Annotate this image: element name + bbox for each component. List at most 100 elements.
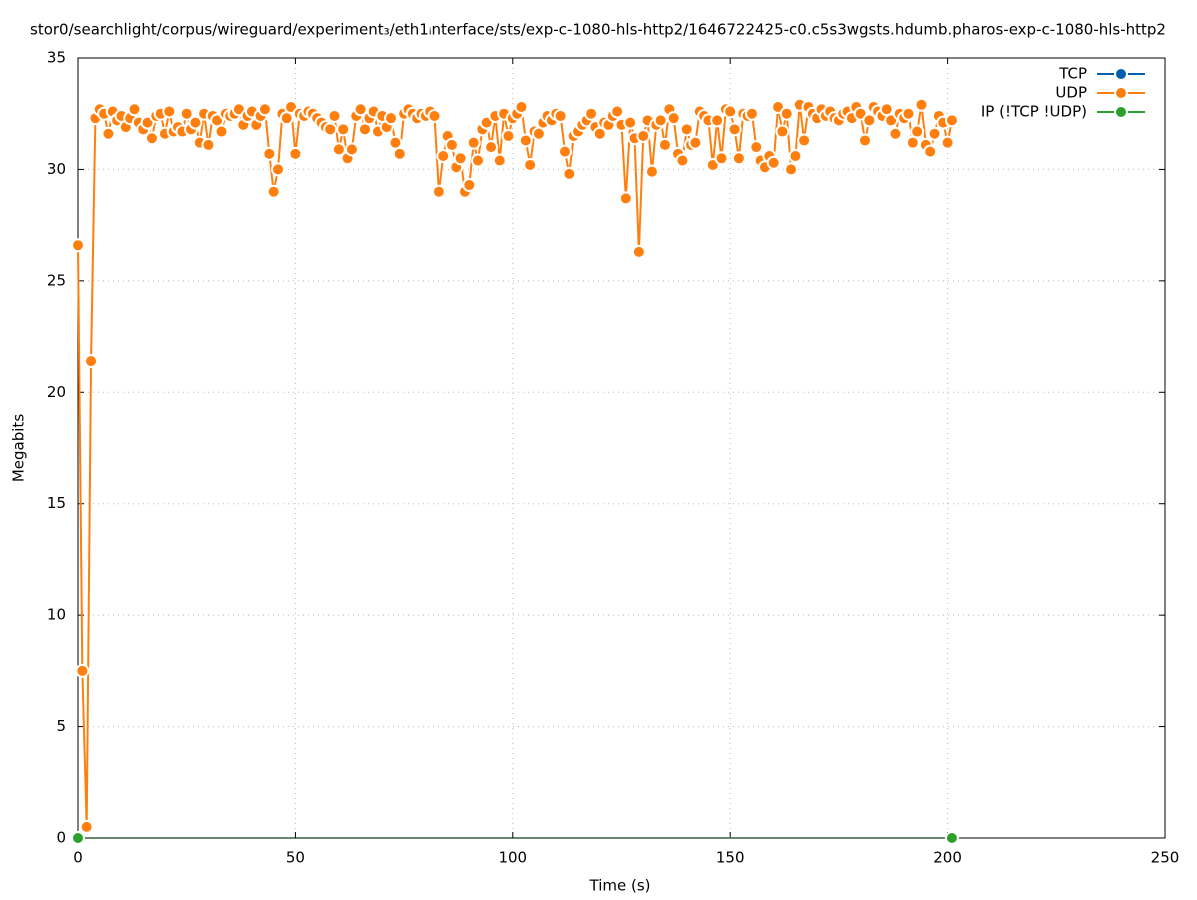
data-point — [384, 111, 399, 126]
data-point — [797, 133, 812, 148]
data-point — [923, 144, 938, 159]
data-point — [444, 137, 459, 152]
x-axis-label: Time (s) — [589, 877, 651, 895]
data-point — [327, 108, 342, 123]
data-point — [644, 164, 659, 179]
data-point — [901, 106, 916, 121]
data-point — [618, 191, 633, 206]
data-point — [727, 122, 742, 137]
data-point — [514, 100, 529, 115]
data-point — [679, 122, 694, 137]
data-point — [466, 135, 481, 150]
data-point — [484, 140, 499, 155]
y-tick-label: 30 — [47, 160, 66, 178]
y-tick-label: 5 — [56, 717, 66, 735]
data-point — [188, 115, 203, 130]
legend-label: TCP — [1058, 65, 1087, 83]
legend-label: IP (!TCP !UDP) — [981, 103, 1087, 121]
data-point — [857, 133, 872, 148]
data-point — [71, 238, 85, 253]
data-point — [940, 135, 955, 150]
legend-marker — [1114, 86, 1128, 100]
data-point — [471, 153, 486, 168]
data-point — [723, 104, 738, 119]
data-point — [675, 153, 690, 168]
data-point — [653, 113, 668, 128]
data-point — [257, 102, 272, 117]
data-point — [914, 97, 929, 112]
data-point — [492, 153, 507, 168]
x-tick-label: 50 — [286, 849, 305, 867]
data-point — [336, 122, 351, 137]
x-tick-label: 200 — [933, 849, 962, 867]
data-point — [214, 124, 229, 139]
data-point — [688, 135, 703, 150]
data-point — [927, 126, 942, 141]
data-point — [784, 162, 799, 177]
data-point — [288, 146, 303, 161]
x-tick-label: 0 — [73, 849, 83, 867]
data-point — [775, 124, 790, 139]
data-point — [666, 111, 681, 126]
data-point — [657, 137, 672, 152]
data-point — [788, 149, 803, 164]
y-tick-label: 15 — [47, 494, 66, 512]
data-point — [862, 113, 877, 128]
data-point — [75, 663, 90, 678]
data-point — [584, 106, 599, 121]
legend-marker — [1114, 67, 1128, 81]
data-point — [501, 129, 516, 143]
data-point — [436, 149, 451, 164]
data-point — [427, 108, 442, 123]
series-line — [77, 104, 953, 827]
data-point — [344, 142, 359, 157]
y-tick-label: 0 — [56, 829, 66, 847]
data-point — [392, 146, 407, 161]
data-point — [71, 831, 85, 845]
data-point — [523, 157, 538, 172]
data-point — [101, 126, 116, 141]
data-point — [323, 122, 338, 137]
data-point — [636, 129, 651, 143]
data-point — [944, 113, 959, 128]
data-point — [266, 184, 281, 199]
plot-frame — [77, 57, 1166, 839]
data-point — [714, 151, 729, 166]
data-point — [462, 178, 477, 193]
y-tick-label: 35 — [47, 49, 66, 67]
data-point — [910, 124, 925, 139]
data-point — [744, 106, 759, 121]
data-point — [779, 106, 794, 121]
data-point — [127, 102, 142, 117]
data-point — [262, 146, 277, 161]
legend-marker — [1114, 105, 1128, 119]
data-point — [453, 151, 468, 166]
data-point — [84, 354, 99, 369]
data-point — [179, 106, 194, 121]
legend-label: UDP — [1055, 84, 1087, 102]
data-point — [353, 102, 368, 117]
data-point — [623, 115, 638, 130]
data-point — [271, 162, 286, 177]
x-tick-label: 250 — [1151, 849, 1180, 867]
data-point — [766, 155, 781, 170]
chart-title: stor0/searchlight/corpus/wireguard/exper… — [30, 21, 1166, 39]
data-point — [553, 108, 568, 123]
data-point — [201, 137, 216, 152]
data-point — [331, 142, 346, 157]
data-point — [888, 126, 903, 141]
data-point — [79, 819, 94, 834]
data-point — [144, 131, 159, 146]
data-point — [162, 104, 177, 119]
data-point — [431, 184, 446, 199]
data-point — [749, 140, 764, 155]
data-point — [731, 151, 746, 166]
x-tick-label: 100 — [498, 849, 527, 867]
y-tick-label: 25 — [47, 271, 66, 289]
data-point — [631, 244, 646, 259]
data-point — [710, 113, 725, 128]
y-tick-label: 20 — [47, 383, 66, 401]
data-point — [610, 104, 625, 119]
